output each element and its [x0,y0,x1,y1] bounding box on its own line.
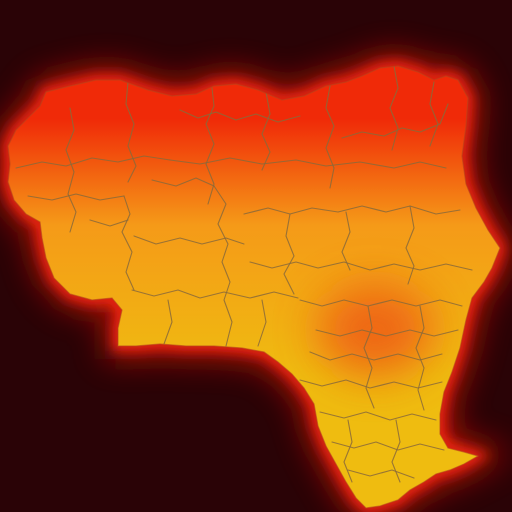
region-border-line [163,299,173,345]
region-border-line [315,329,459,337]
region-border-line [131,289,299,299]
region-border-line [169,157,447,169]
region-border-line [391,419,401,483]
region-border-line [405,205,415,285]
region-border-line [243,205,461,215]
region-border-line [121,195,135,291]
region-border-line [341,103,449,139]
region-border-line [309,351,443,361]
region-border-line [347,469,415,479]
region-border-line [133,235,245,245]
region-border-line [299,299,463,307]
region-border-line [89,219,129,227]
region-border-line [249,261,473,271]
region-border-line [343,419,353,483]
heat-hotspots [317,284,433,376]
region-border-line [319,411,437,421]
region-border-line [299,379,443,389]
region-border-line [125,81,137,183]
region-border-line [65,107,77,233]
region-border-line [341,211,351,271]
hotspot [317,284,433,376]
region-border-line [151,177,215,187]
region-border-line [15,155,171,169]
region-border-line [27,193,125,201]
region-border-line [205,87,215,205]
region-border-line [415,305,425,411]
region-border-line [257,299,267,347]
region-border-line [389,66,399,151]
coastline [7,65,501,509]
region-border-line [283,213,295,295]
region-border-line [213,185,233,347]
region-border-line [363,305,375,409]
region-border-line [179,109,301,123]
region-border-line [325,85,335,189]
region-border-line [429,81,439,147]
region-borders [15,66,473,483]
region-border-line [261,91,271,171]
